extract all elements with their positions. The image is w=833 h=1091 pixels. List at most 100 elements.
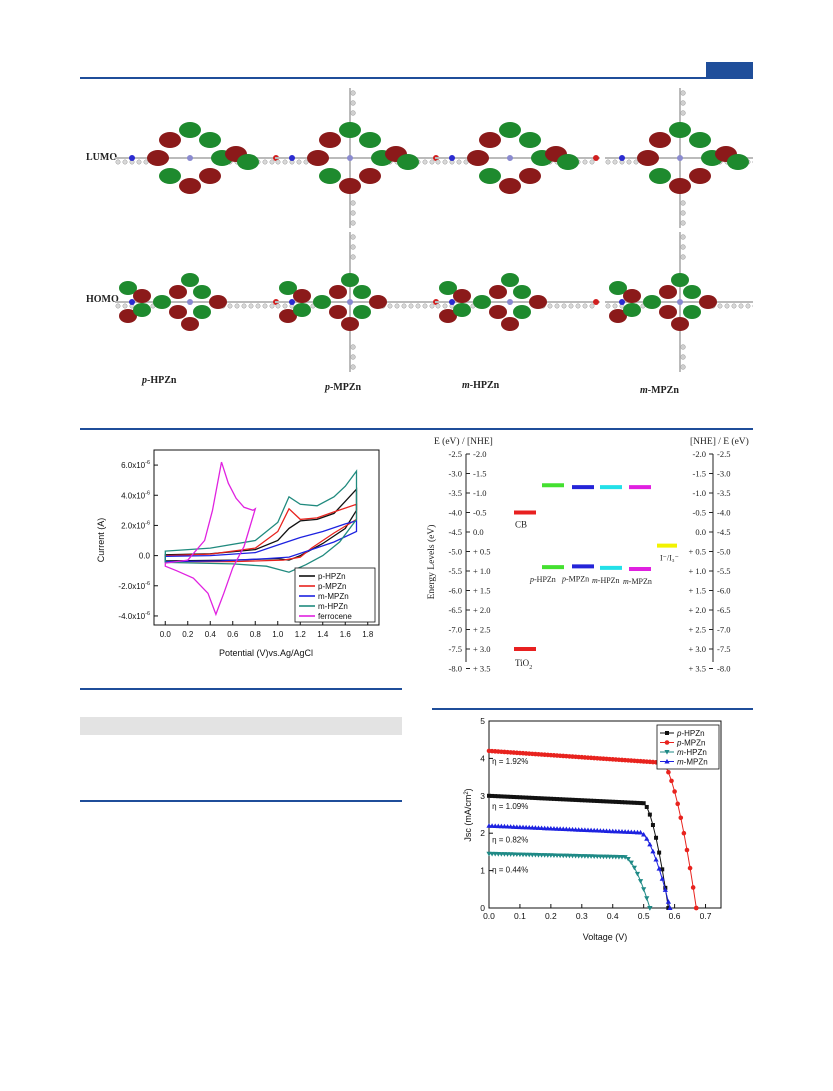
jv-point-p-hpzn xyxy=(533,796,538,801)
orbital-lobe xyxy=(193,285,211,299)
orbital-lobe xyxy=(473,295,491,309)
energy-cb-label: CB xyxy=(515,520,527,530)
molecule-atom xyxy=(612,159,618,165)
cv-xlabel: Potential (V)vs.Ag/AgCl xyxy=(219,648,313,658)
molecule-atom xyxy=(582,303,588,309)
orbital-lumo-molecule xyxy=(605,88,753,228)
orbital-lobe xyxy=(659,305,677,319)
cv-legend-label: p-HPZn xyxy=(318,572,346,581)
orbital-lobe xyxy=(353,285,371,299)
jv-xtick-label: 0.5 xyxy=(638,911,650,921)
jv-point-m-hpzn xyxy=(644,896,650,901)
molecule-atom xyxy=(350,344,356,350)
orbital-lobe xyxy=(279,309,297,323)
jv-point-p-hpzn xyxy=(607,799,612,804)
molecule-atom xyxy=(401,303,407,309)
jv-point-m-hpzn xyxy=(628,860,634,866)
orbital-lobe xyxy=(609,281,627,295)
molecule-atom xyxy=(680,90,686,96)
orbital-row-label-homo: HOMO xyxy=(86,294,119,305)
orbital-lobe xyxy=(609,309,627,323)
orbital-lobe xyxy=(659,285,677,299)
energy-nhe-tick-label-right: + 1.0 xyxy=(688,566,706,576)
energy-dye-label: p-MPZn xyxy=(561,574,589,583)
cv-legend-label: p-MPZn xyxy=(318,582,346,591)
orbital-lobe xyxy=(119,309,137,323)
jv-point-p-hpzn xyxy=(539,796,544,801)
molecule-atom xyxy=(745,303,751,309)
cv-xtick-label: 0.4 xyxy=(205,630,217,639)
energy-e-tick-label: -3.5 xyxy=(449,488,462,498)
molecule-oxygen-atom xyxy=(593,299,599,305)
orbital-lobe xyxy=(689,168,711,184)
orbital-lobe xyxy=(153,295,171,309)
orbital-lobe xyxy=(293,303,311,317)
molecule-atom xyxy=(227,303,233,309)
jv-series-line-m-hpzn xyxy=(489,853,651,909)
molecule-zinc-atom xyxy=(347,299,353,305)
jv-point-p-hpzn xyxy=(487,793,491,798)
orbital-lobe xyxy=(439,281,457,295)
orbital-lobe xyxy=(467,150,489,166)
energy-nhe-tick-label-right: 0.0 xyxy=(695,527,706,537)
jv-point-p-hpzn xyxy=(505,794,510,799)
jv-point-p-hpzn xyxy=(601,799,606,804)
molecule-atom xyxy=(547,303,553,309)
jv-point-p-hpzn xyxy=(502,794,507,799)
energy-e-tick-label-right: -4.5 xyxy=(717,527,730,537)
cv-xtick-label: 0.2 xyxy=(182,630,194,639)
orbital-lobe xyxy=(649,132,671,148)
orbital-lobe xyxy=(159,132,181,148)
energy-e-tick-label: -7.5 xyxy=(449,644,462,654)
molecule-atom xyxy=(680,100,686,106)
molecule-atom xyxy=(442,303,448,309)
molecule-atom xyxy=(262,303,268,309)
orbital-lobe xyxy=(179,122,201,138)
molecule-atom xyxy=(568,303,574,309)
energy-nhe-tick-label-right: + 3.5 xyxy=(688,664,706,674)
jv-point-p-hpzn xyxy=(567,797,572,802)
energy-e-tick-label: -5.5 xyxy=(449,566,462,576)
orbital-lobe xyxy=(341,317,359,331)
orbital-lobe xyxy=(669,178,691,194)
jv-point-p-mpzn xyxy=(675,801,680,807)
jv-point-p-hpzn xyxy=(616,800,621,805)
energy-dye-label: p-HPZn xyxy=(529,575,556,584)
orbital-figure: LUMO HOMO p-HPZn p-MPZn m-HPZn m-MPZn xyxy=(86,88,753,396)
molecule-atom xyxy=(350,354,356,360)
orbital-lobe xyxy=(237,154,259,170)
molecule-atom xyxy=(303,159,309,165)
molecule-nitrogen-atom xyxy=(289,155,295,161)
cv-xtick-label: 0.6 xyxy=(227,630,239,639)
cv-ytick-label: 0.0 xyxy=(139,552,151,561)
jv-point-p-hpzn xyxy=(613,799,618,804)
energy-e-tick-label: -4.0 xyxy=(449,508,462,518)
molecule-atom xyxy=(143,159,149,165)
molecule-zinc-atom xyxy=(187,299,193,305)
jv-xtick-label: 0.3 xyxy=(576,911,588,921)
orbital-lobe xyxy=(699,295,717,309)
molecule-nitrogen-atom xyxy=(129,299,135,305)
jv-xtick-label: 0.2 xyxy=(545,911,557,921)
jv-ytick-label: 3 xyxy=(480,791,485,801)
molecule-atom xyxy=(731,303,737,309)
molecule-atom xyxy=(633,159,639,165)
jv-point-p-hpzn xyxy=(579,798,584,803)
molecule-atom xyxy=(248,303,254,309)
jv-point-m-mpzn xyxy=(641,831,647,837)
energy-dye-label: m-MPZn xyxy=(623,577,652,586)
orbital-homo-molecule xyxy=(115,273,280,331)
jv-point-m-mpzn xyxy=(650,848,656,854)
molecule-zinc-atom xyxy=(187,155,193,161)
orbital-homo-molecule xyxy=(435,273,600,331)
orbital-lobe xyxy=(169,305,187,319)
jv-point-p-hpzn xyxy=(517,795,522,800)
jv-ytick-label: 5 xyxy=(480,716,485,726)
cv-legend-label: ferrocene xyxy=(318,612,352,621)
jv-point-p-hpzn xyxy=(496,794,501,799)
molecule-atom xyxy=(350,200,356,206)
cv-plot-frame xyxy=(153,449,380,626)
molecule-atom xyxy=(350,100,356,106)
jv-legend-label: p-HPZn xyxy=(676,729,705,738)
jv-plot-frame xyxy=(488,720,722,909)
